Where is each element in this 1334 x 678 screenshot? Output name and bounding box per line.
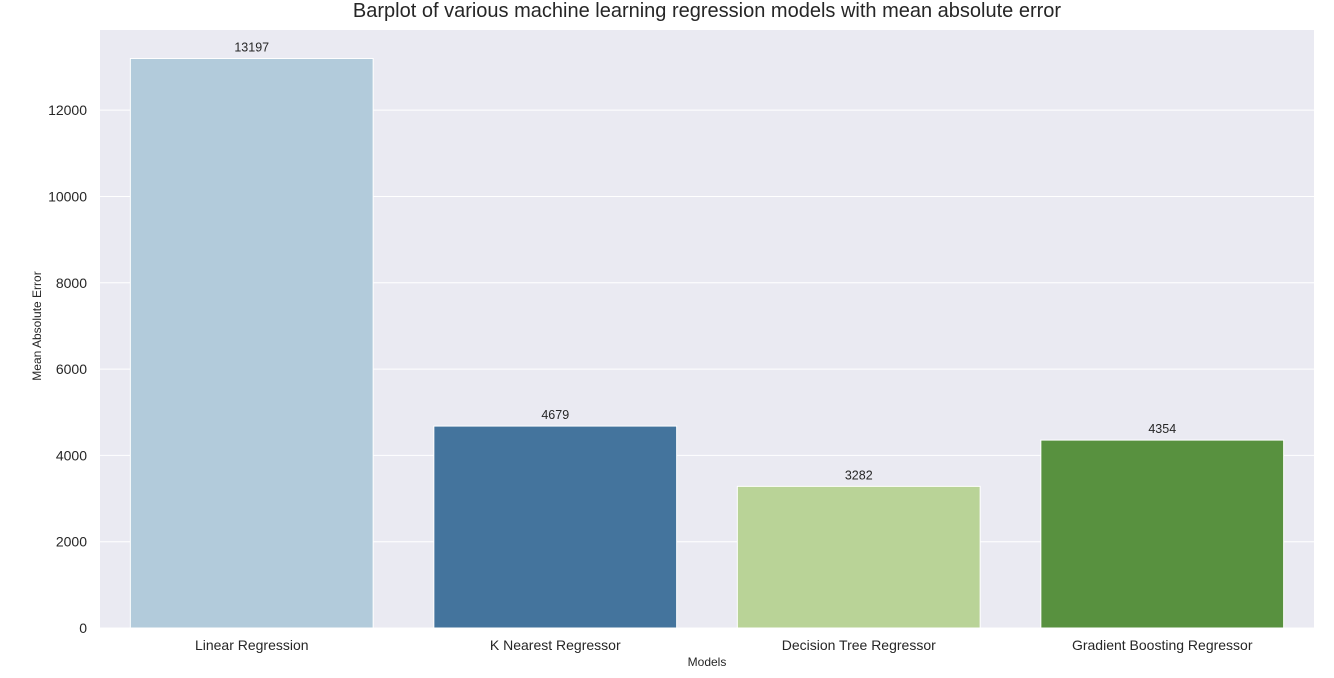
x-axis-label: Models — [688, 655, 727, 669]
bar — [129, 57, 374, 629]
data-label: 4679 — [541, 408, 569, 422]
bar-labels: 13197 4679 3282 4354 — [234, 40, 1176, 482]
bar — [736, 485, 981, 629]
y-tick-label: 6000 — [56, 361, 87, 377]
x-tick-label: K Nearest Regressor — [490, 637, 621, 653]
x-axis-ticks: Linear Regression K Nearest Regressor Deci… — [195, 637, 1253, 653]
y-tick-label: 10000 — [48, 188, 87, 204]
data-label: 3282 — [845, 468, 873, 482]
data-label: 13197 — [234, 40, 269, 54]
bars — [129, 57, 1285, 629]
y-tick-label: 0 — [79, 620, 87, 636]
x-tick-label: Gradient Boosting Regressor — [1072, 637, 1253, 653]
chart-title: Barplot of various machine learning regr… — [353, 0, 1061, 22]
y-axis-ticks: 0 2000 4000 6000 8000 10000 12000 — [48, 102, 87, 636]
x-tick-label: Linear Regression — [195, 637, 309, 653]
y-tick-label: 12000 — [48, 102, 87, 118]
bar — [1040, 439, 1285, 629]
bar — [433, 425, 678, 629]
x-tick-label: Decision Tree Regressor — [782, 637, 936, 653]
y-tick-label: 2000 — [56, 534, 87, 550]
y-axis-label: Mean Absolute Error — [30, 271, 44, 380]
y-tick-label: 4000 — [56, 447, 87, 463]
y-tick-label: 8000 — [56, 275, 87, 291]
data-label: 4354 — [1148, 422, 1176, 436]
